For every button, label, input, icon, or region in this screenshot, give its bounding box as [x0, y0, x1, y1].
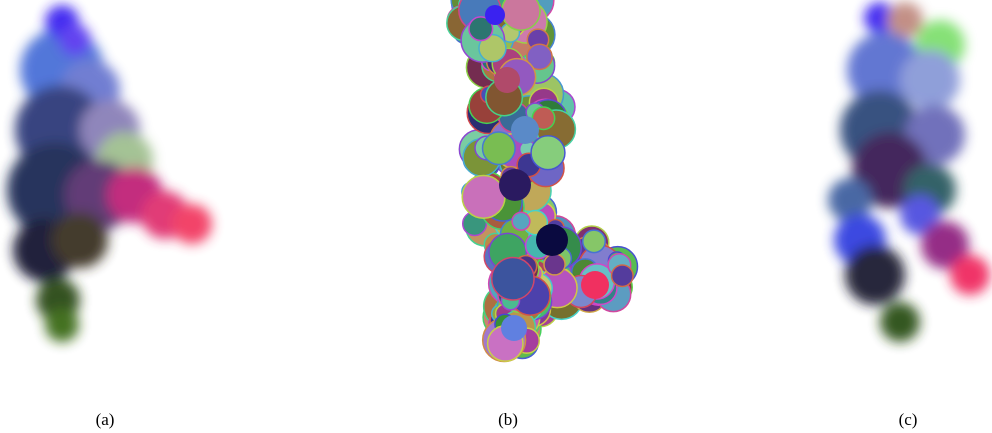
blob [543, 253, 566, 276]
panel-a-render [7, 5, 212, 342]
blob [887, 2, 923, 38]
blob [880, 302, 920, 342]
blob [45, 308, 79, 342]
blob [610, 264, 634, 288]
panel-c-render [828, 2, 990, 342]
panel-label: (b) [498, 410, 518, 429]
blob [499, 169, 531, 201]
blob [526, 43, 553, 71]
blob [478, 33, 507, 63]
blob [900, 50, 960, 110]
panel-b-render [446, 0, 639, 363]
blob [172, 204, 212, 244]
blob [52, 212, 108, 268]
blob [59, 24, 91, 56]
blob [461, 174, 506, 219]
blob [511, 116, 539, 144]
panel-label: (c) [899, 410, 918, 429]
panel-label: (a) [96, 410, 115, 429]
blob [581, 229, 606, 254]
blob [511, 211, 531, 231]
blob [501, 315, 527, 341]
blob [468, 16, 494, 42]
blob [828, 178, 872, 222]
blob [530, 135, 566, 171]
blob [845, 245, 905, 305]
blob [485, 5, 505, 25]
blob [864, 2, 896, 34]
blob [900, 195, 940, 235]
blob [494, 67, 520, 93]
blob [921, 221, 969, 269]
blob [536, 224, 568, 256]
blob [581, 271, 609, 299]
blob [950, 255, 990, 295]
blob [481, 131, 516, 166]
blob [501, 0, 541, 31]
blob [490, 256, 535, 301]
